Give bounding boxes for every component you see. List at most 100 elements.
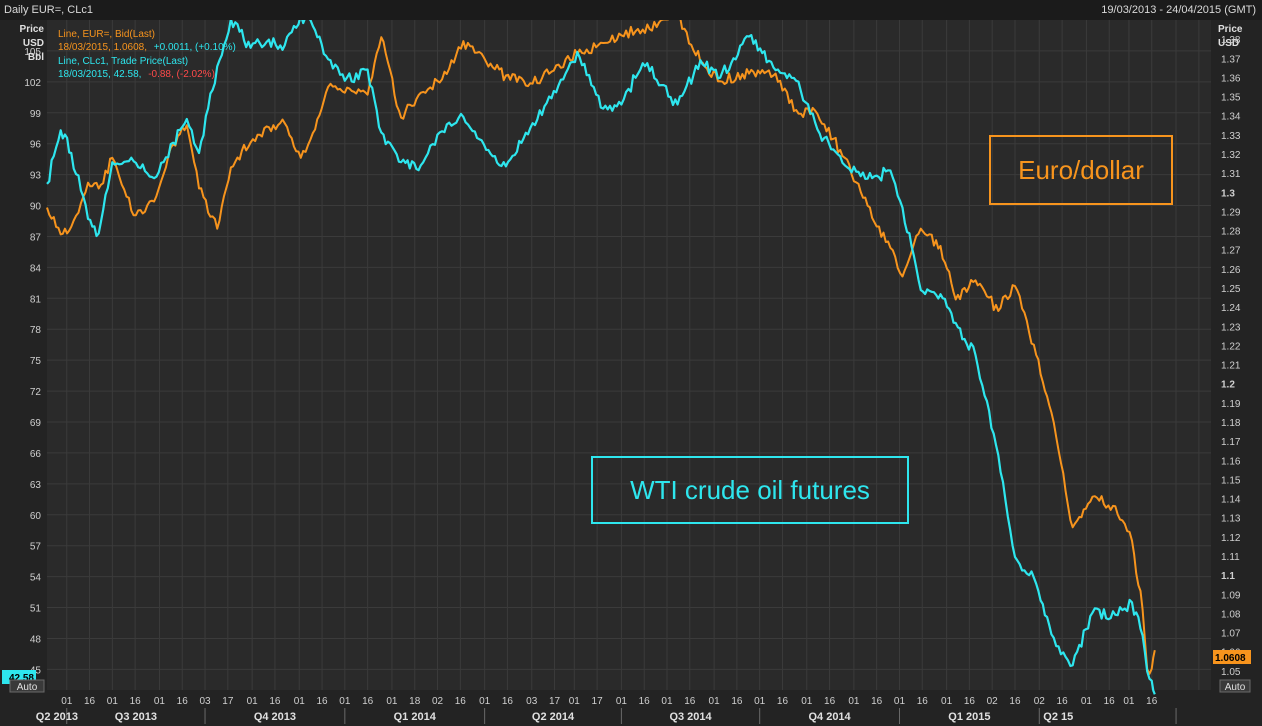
chart-area[interactable]: Price USD Bbl 45485154576063666972757881… (0, 20, 1262, 726)
day-tick-label: 16 (731, 696, 743, 707)
quarter-label: Q4 2013 (254, 711, 296, 723)
day-tick-label: 01 (569, 696, 581, 707)
chart-title: Daily EUR=, CLc1 (4, 4, 93, 16)
euro-annotation-label: Euro/dollar (1018, 155, 1144, 185)
right-tick-label: 1.31 (1221, 169, 1241, 180)
right-tick-label: 1.34 (1221, 112, 1241, 123)
legend-eur-readout: 18/03/2015, 1.0608, +0.0011, (+0.10%) (58, 42, 236, 53)
day-tick-label: 16 (684, 696, 696, 707)
left-auto-label[interactable]: Auto (17, 682, 38, 693)
right-last-value-marker: 1.0608 (1213, 650, 1251, 664)
day-tick-label: 16 (1104, 696, 1116, 707)
day-tick-label: 03 (526, 696, 538, 707)
day-tick-label: 16 (777, 696, 789, 707)
day-tick-label: 16 (316, 696, 328, 707)
right-tick-label: 1.28 (1221, 227, 1241, 238)
right-tick-label: 1.37 (1221, 54, 1241, 65)
left-auto-button[interactable]: Auto (10, 680, 44, 693)
right-auto-label[interactable]: Auto (1225, 682, 1246, 693)
day-tick-label: 16 (84, 696, 96, 707)
day-tick-label: 01 (1123, 696, 1135, 707)
legend-oil-readout: 18/03/2015, 42.58, -0.88, (-2.02%) (58, 69, 215, 80)
left-tick-label: 93 (30, 171, 42, 182)
day-tick-label: 16 (1057, 696, 1069, 707)
left-tick-label: 75 (30, 356, 42, 367)
right-tick-label: 1.13 (1221, 514, 1241, 525)
quarter-label: Q2 2013 (36, 711, 78, 723)
left-tick-label: 69 (30, 418, 42, 429)
quarter-label: Q2 15 (1043, 711, 1073, 723)
day-tick-label: 01 (107, 696, 119, 707)
day-tick-label: 01 (339, 696, 351, 707)
right-auto-button[interactable]: Auto (1220, 680, 1250, 693)
right-tick-label: 1.08 (1221, 609, 1241, 620)
right-tick-label: 1.14 (1221, 495, 1241, 506)
day-tick-label: 01 (294, 696, 306, 707)
right-tick-label: 1.27 (1221, 246, 1241, 257)
left-tick-label: 63 (30, 480, 42, 491)
day-tick-label: 16 (824, 696, 836, 707)
day-tick-label: 16 (502, 696, 514, 707)
day-tick-label: 01 (1081, 696, 1093, 707)
day-tick-label: 17 (549, 696, 561, 707)
day-tick-label: 16 (964, 696, 976, 707)
right-tick-label: 1.19 (1221, 399, 1241, 410)
day-tick-label: 16 (1146, 696, 1158, 707)
left-tick-label: 87 (30, 232, 42, 243)
day-tick-label: 02 (987, 696, 999, 707)
left-tick-label: 72 (30, 387, 42, 398)
day-tick-label: 16 (1009, 696, 1021, 707)
legend-oil-change: -0.88, (-2.02%) (148, 69, 215, 80)
day-tick-label: 17 (222, 696, 234, 707)
right-tick-label: 1.05 (1221, 667, 1241, 678)
left-tick-label: 105 (24, 47, 41, 58)
left-tick-label: 54 (30, 573, 42, 584)
day-tick-label: 01 (61, 696, 73, 707)
day-tick-label: 16 (130, 696, 142, 707)
legend-eur-line: Line, EUR=, Bid(Last) (58, 29, 155, 40)
left-tick-label: 99 (30, 109, 42, 120)
day-tick-label: 16 (917, 696, 929, 707)
right-tick-label: 1.38 (1221, 35, 1241, 46)
quarter-label: Q2 2014 (532, 711, 575, 723)
day-tick-label: 16 (362, 696, 374, 707)
right-tick-label: 1.21 (1221, 361, 1241, 372)
left-tick-label: 84 (30, 263, 42, 274)
left-tick-label: 96 (30, 140, 42, 151)
right-tick-label: 1.32 (1221, 150, 1241, 161)
day-tick-label: 01 (386, 696, 398, 707)
left-tick-label: 60 (30, 511, 42, 522)
right-tick-label: 1.11 (1221, 552, 1240, 563)
day-tick-label: 01 (941, 696, 953, 707)
day-tick-label: 01 (247, 696, 259, 707)
right-tick-label: 1.12 (1221, 533, 1241, 544)
right-tick-label: 1.25 (1221, 284, 1241, 295)
day-tick-label: 01 (709, 696, 721, 707)
day-tick-label: 16 (455, 696, 467, 707)
wti-annotation-label: WTI crude oil futures (630, 475, 870, 505)
right-tick-label: 1.22 (1221, 341, 1241, 352)
title-bar: Daily EUR=, CLc1 19/03/2013 - 24/04/2015… (0, 0, 1262, 21)
day-tick-label: 16 (269, 696, 281, 707)
left-tick-label: 51 (30, 604, 42, 615)
day-tick-label: 17 (592, 696, 604, 707)
left-tick-label: 102 (24, 78, 41, 89)
left-tick-label: 78 (30, 325, 42, 336)
day-tick-label: 01 (479, 696, 491, 707)
quarter-label: Q4 2014 (808, 711, 851, 723)
day-tick-label: 01 (154, 696, 166, 707)
right-tick-label: 1.23 (1221, 322, 1241, 333)
right-tick-label: 1.09 (1221, 590, 1241, 601)
right-tick-label: 1.29 (1221, 207, 1241, 218)
right-last-value: 1.0608 (1215, 653, 1246, 664)
day-tick-label: 01 (894, 696, 906, 707)
right-tick-label: 1.24 (1221, 303, 1241, 314)
right-axis-title-1: Price (1218, 24, 1243, 35)
day-tick-label: 01 (801, 696, 813, 707)
day-tick-label: 02 (1034, 696, 1046, 707)
day-tick-label: 01 (848, 696, 860, 707)
legend-oil-line: Line, CLc1, Trade Price(Last) (58, 56, 188, 67)
right-tick-label: 1.35 (1221, 93, 1241, 104)
quarter-label: Q1 2014 (394, 711, 437, 723)
right-tick-label: 1.1 (1221, 571, 1235, 582)
